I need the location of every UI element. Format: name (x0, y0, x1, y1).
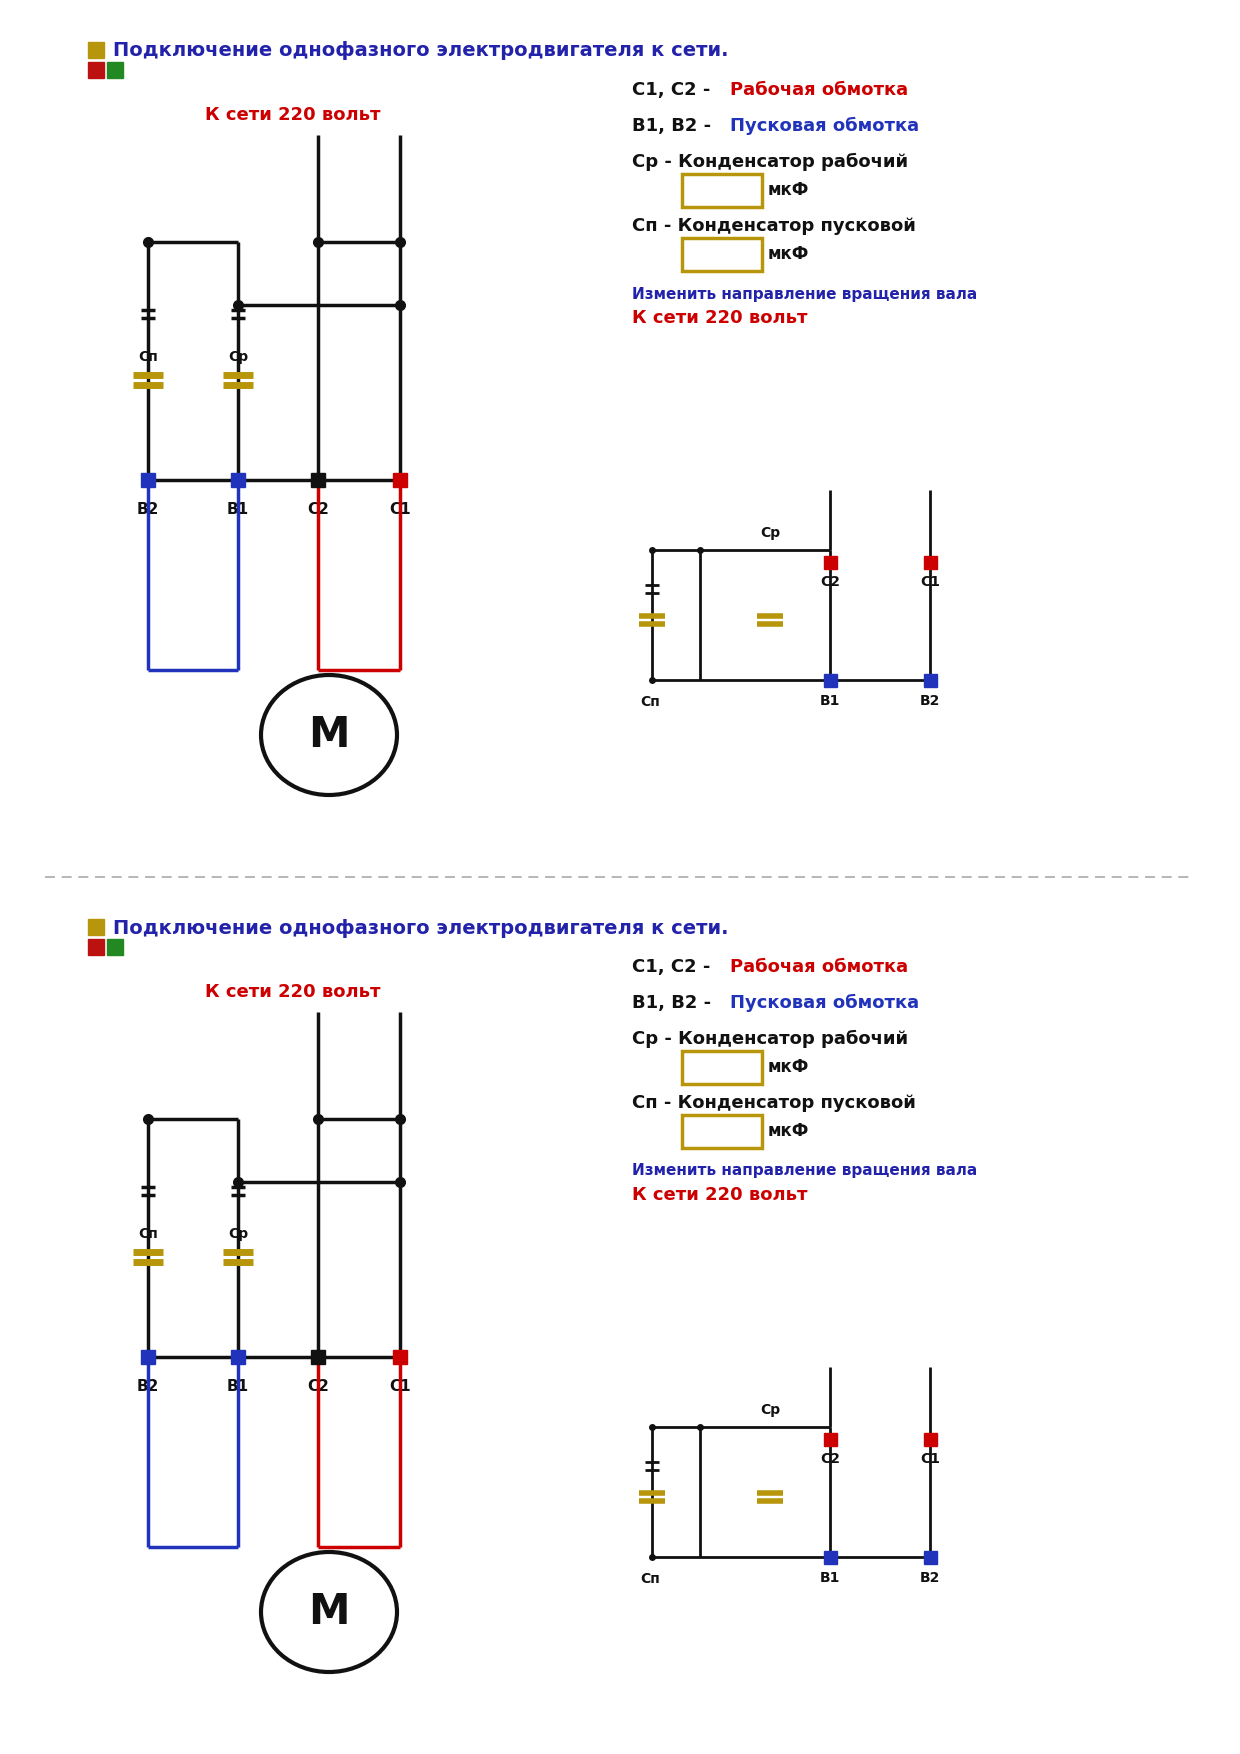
Text: Сп: Сп (640, 695, 660, 709)
Bar (823, 1433, 837, 1445)
Text: В1, В2 -: В1, В2 - (632, 995, 718, 1012)
Bar (231, 1351, 246, 1365)
Text: мкФ: мкФ (768, 1058, 810, 1075)
Text: M: M (309, 714, 350, 756)
Text: мкФ: мкФ (768, 246, 810, 263)
Text: M: M (309, 1591, 350, 1633)
Text: С2: С2 (820, 1452, 839, 1466)
Text: С1, С2 -: С1, С2 - (632, 81, 717, 98)
Bar (88, 61, 104, 77)
Text: В1, В2 -: В1, В2 - (632, 118, 718, 135)
Text: Изменить направление вращения вала: Изменить направление вращения вала (632, 1163, 977, 1179)
Text: В2: В2 (920, 1572, 940, 1586)
Bar (682, 239, 763, 272)
Bar (88, 919, 104, 935)
Text: С2: С2 (308, 502, 329, 517)
Text: С1: С1 (389, 502, 410, 517)
Text: К сети 220 вольт: К сети 220 вольт (205, 982, 381, 1002)
Text: В1: В1 (227, 502, 249, 517)
Text: В1: В1 (820, 695, 841, 709)
Text: С2: С2 (820, 575, 839, 589)
Text: Ср: Ср (760, 526, 780, 540)
Bar (88, 938, 104, 954)
Text: В1: В1 (227, 1379, 249, 1394)
Bar (141, 1351, 155, 1365)
Bar (823, 556, 837, 568)
Text: В1: В1 (820, 1572, 841, 1586)
Bar (231, 474, 246, 488)
Text: К сети 220 вольт: К сети 220 вольт (632, 309, 807, 326)
Bar (682, 1051, 763, 1084)
Bar (141, 474, 155, 488)
Text: мкФ: мкФ (768, 1123, 810, 1140)
Text: С1: С1 (920, 575, 940, 589)
Text: Сп - Конденсатор пусковой: Сп - Конденсатор пусковой (632, 217, 916, 235)
Bar (311, 474, 325, 488)
Text: Пусковая обмотка: Пусковая обмотка (730, 995, 919, 1012)
Text: мкФ: мкФ (768, 181, 810, 198)
Bar (107, 938, 123, 954)
Text: Подключение однофазного электродвигателя к сети.: Подключение однофазного электродвигателя… (113, 919, 729, 937)
Text: Изменить направление вращения вала: Изменить направление вращения вала (632, 286, 977, 302)
Bar (393, 474, 407, 488)
Text: В2: В2 (136, 1379, 159, 1394)
Text: Ср: Ср (228, 1228, 248, 1242)
Text: Ср - Конденсатор рабочий: Ср - Конденсатор рабочий (632, 1030, 908, 1049)
Bar (682, 174, 763, 207)
Text: С1, С2 -: С1, С2 - (632, 958, 717, 975)
Text: Пусковая обмотка: Пусковая обмотка (730, 118, 919, 135)
Text: Сп: Сп (640, 1572, 660, 1586)
Text: Сп: Сп (138, 351, 157, 365)
Text: С2: С2 (308, 1379, 329, 1394)
Text: Сп - Конденсатор пусковой: Сп - Конденсатор пусковой (632, 1094, 916, 1112)
Text: К сети 220 вольт: К сети 220 вольт (205, 105, 381, 125)
Bar (924, 556, 936, 568)
Text: С1: С1 (920, 1452, 940, 1466)
Text: Рабочая обмотка: Рабочая обмотка (730, 81, 908, 98)
Text: К сети 220 вольт: К сети 220 вольт (632, 1186, 807, 1203)
Text: С1: С1 (389, 1379, 410, 1394)
Bar (88, 42, 104, 58)
Text: Сп: Сп (138, 1228, 157, 1242)
Bar (682, 1116, 763, 1149)
Bar (823, 1551, 837, 1563)
Text: Ср: Ср (760, 1403, 780, 1417)
Bar (311, 1351, 325, 1365)
Bar (107, 61, 123, 77)
Text: В2: В2 (136, 502, 159, 517)
Text: В2: В2 (920, 695, 940, 709)
Bar (924, 674, 936, 686)
Bar (924, 1433, 936, 1445)
Text: Ср - Конденсатор рабочий: Ср - Конденсатор рабочий (632, 153, 908, 172)
Bar (924, 1551, 936, 1563)
Text: Ср: Ср (228, 351, 248, 365)
Text: Подключение однофазного электродвигателя к сети.: Подключение однофазного электродвигателя… (113, 42, 729, 60)
Text: Рабочая обмотка: Рабочая обмотка (730, 958, 908, 975)
Bar (823, 674, 837, 686)
Bar (393, 1351, 407, 1365)
